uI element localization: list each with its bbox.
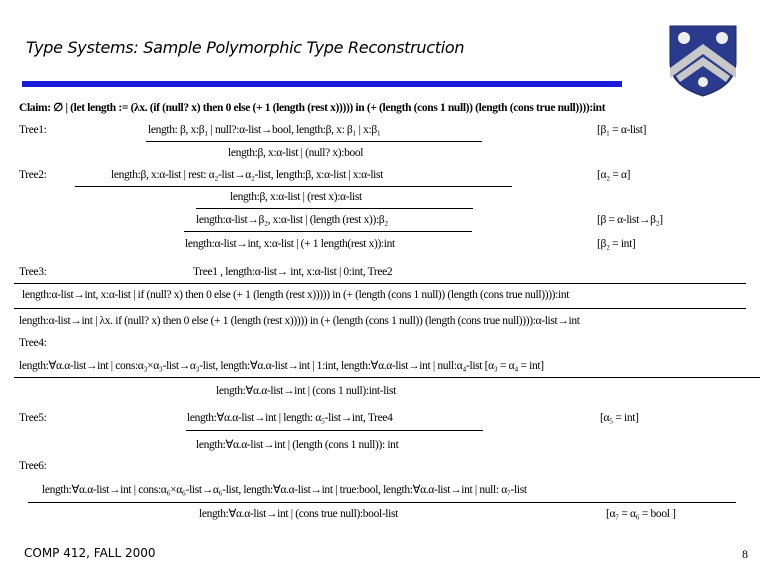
tree3-step-1: length:α-list→int, x:α-list | if (null? … xyxy=(22,289,570,301)
inference-rule xyxy=(14,308,746,309)
inference-rule xyxy=(184,231,472,232)
tree2-step-1: length:β, x:α-list | (rest x):α-list xyxy=(230,191,362,203)
footer-course: COMP 412, FALL 2000 xyxy=(24,546,156,560)
university-shield-logo xyxy=(669,25,737,97)
tree2-substitution-1: [α₂ = α] xyxy=(597,169,631,181)
inference-rule xyxy=(146,141,482,142)
tree3-step-2: length:α-list→int | λx. if (null? x) the… xyxy=(19,315,580,327)
inference-rule xyxy=(14,283,746,284)
claim-line: Claim: ∅ | (let length := (λx. (if (null… xyxy=(19,102,606,114)
tree2-label: Tree2: xyxy=(19,169,47,181)
tree1-label: Tree1: xyxy=(19,124,47,136)
tree6-premise: length:∀α.α-list→int | cons:α₆×α₆-list→α… xyxy=(42,484,527,496)
tree4-label: Tree4: xyxy=(19,337,47,349)
tree2-step-3: length:α-list→int, x:α-list | (+ 1 lengt… xyxy=(185,238,395,250)
tree3-premise: Tree1 , length:α-list→ int, x:α-list | 0… xyxy=(193,266,393,278)
inference-rule xyxy=(28,502,736,503)
inference-rule xyxy=(75,186,512,187)
tree1-premise: length: β, x:β₁ | null?:α-list→bool, len… xyxy=(148,124,381,136)
tree6-substitution: [α₇ = α₆ = bool ] xyxy=(606,508,676,520)
page-number: 8 xyxy=(742,547,748,561)
tree3-label: Tree3: xyxy=(19,266,47,278)
tree4-premise: length:∀α.α-list→int | cons:α₃×α₃-list→α… xyxy=(19,360,544,372)
title-underline-bar xyxy=(22,81,622,87)
tree1-conclusion: length:β, x:α-list | (null? x):bool xyxy=(228,147,364,159)
tree2-substitution-3: [β₂ = int] xyxy=(597,238,636,250)
slide-title: Type Systems: Sample Polymorphic Type Re… xyxy=(26,38,465,57)
inference-rule xyxy=(186,430,483,431)
tree6-label: Tree6: xyxy=(19,460,47,472)
tree5-premise: length:∀α.α-list→int | length: α₅-list→i… xyxy=(187,412,393,424)
tree6-conclusion: length:∀α.α-list→int | (cons true null):… xyxy=(199,508,398,520)
inference-rule xyxy=(196,208,473,209)
tree2-step-2: length:α-list→β₂, x:α-list | (length (re… xyxy=(196,214,388,226)
tree5-conclusion: length:∀α.α-list→int | (length (cons 1 n… xyxy=(196,439,399,451)
tree4-conclusion: length:∀α.α-list→int | (cons 1 null):int… xyxy=(216,385,396,397)
tree2-premise: length:β, x:α-list | rest: α₂-list→α₂-li… xyxy=(111,169,383,181)
tree5-substitution: [α₅ = int] xyxy=(600,412,639,424)
tree1-substitution: [β₁ = α-list] xyxy=(597,124,647,136)
inference-rule xyxy=(14,377,760,378)
tree5-label: Tree5: xyxy=(19,412,47,424)
tree2-substitution-2: [β = α-list→β₂] xyxy=(597,214,663,226)
